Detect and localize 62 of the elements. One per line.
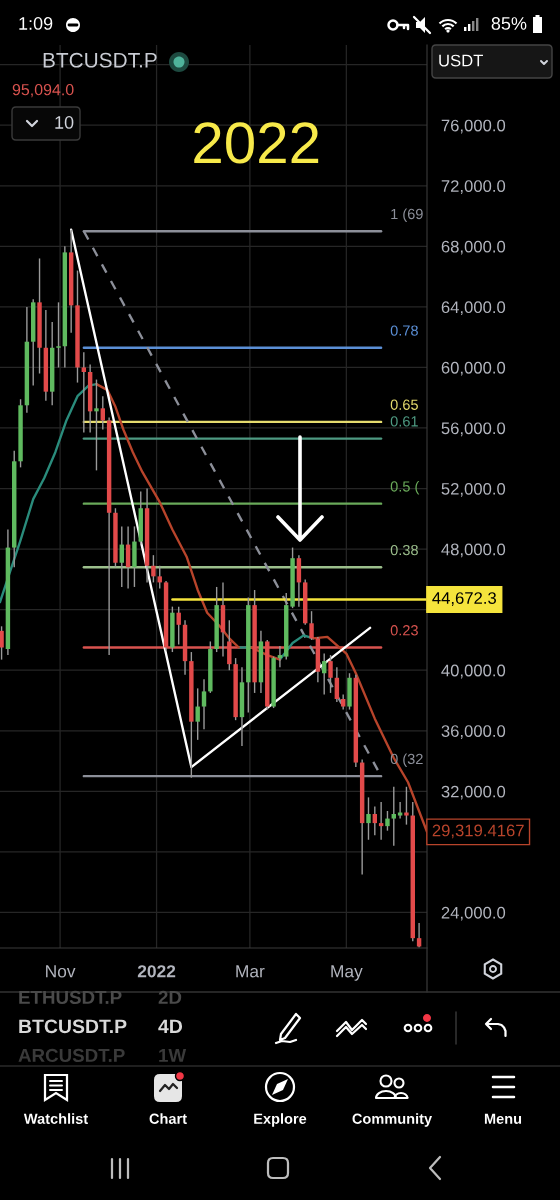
candlestick bbox=[56, 301, 61, 369]
annotation: 0.65 bbox=[390, 399, 418, 410]
candlestick bbox=[366, 796, 371, 841]
y-tick-label: 36,000.0 bbox=[441, 725, 506, 739]
candlestick bbox=[176, 605, 181, 646]
annotation: 0.61 bbox=[390, 416, 418, 427]
candlestick bbox=[328, 654, 333, 694]
candlestick bbox=[372, 805, 378, 836]
text: Chart bbox=[149, 1113, 187, 1124]
candlestick bbox=[397, 801, 403, 820]
text: Watchlist bbox=[23, 1113, 88, 1124]
x-tick-label: 2022 bbox=[137, 965, 176, 978]
candlestick bbox=[94, 378, 99, 472]
y-tick-label: 64,000.0 bbox=[441, 301, 506, 316]
y-tick-label: 24,000.0 bbox=[441, 906, 506, 921]
annotation: 10 bbox=[55, 116, 74, 129]
candlestick bbox=[378, 801, 384, 841]
text: Menu bbox=[484, 1113, 522, 1124]
y-tick-label: 56,000.0 bbox=[441, 422, 506, 437]
text: 1:09 bbox=[19, 17, 53, 30]
text: 1W bbox=[159, 1048, 187, 1062]
candlestick bbox=[195, 687, 200, 741]
x-tick-label: Nov bbox=[46, 965, 76, 978]
candlestick bbox=[81, 351, 87, 434]
text: 2022 bbox=[194, 122, 319, 164]
text: BTCUSDT.P bbox=[19, 1019, 127, 1034]
text: USDT bbox=[439, 54, 483, 67]
annotation: 0.5 ( bbox=[390, 480, 420, 495]
candlestick bbox=[151, 554, 156, 584]
y-tick-label: 72,000.0 bbox=[441, 180, 506, 194]
annotation: 0.78 bbox=[390, 325, 418, 336]
annotation: BTCUSDT.P bbox=[43, 52, 157, 68]
candlestick bbox=[119, 525, 124, 588]
candlestick bbox=[277, 645, 283, 668]
candlestick bbox=[404, 786, 409, 826]
candlestick bbox=[201, 678, 207, 730]
text: ETHUSDT.P bbox=[19, 990, 122, 1005]
text: Community bbox=[352, 1113, 433, 1127]
y-tick-label: 76,000.0 bbox=[441, 119, 506, 134]
annotation: 29,319.4167 bbox=[432, 824, 524, 839]
text: 4D bbox=[158, 1019, 183, 1034]
annotation: 95,094.0 bbox=[12, 83, 74, 98]
annotation: 44,672.3 bbox=[432, 592, 496, 606]
annotation: 0.38 bbox=[390, 544, 418, 556]
y-tick-label: 60,000.0 bbox=[441, 361, 506, 376]
text: 85% bbox=[491, 17, 527, 30]
y-tick-label: 68,000.0 bbox=[441, 240, 506, 255]
y-tick-label: 32,000.0 bbox=[441, 785, 506, 800]
text: 2D bbox=[158, 990, 182, 1004]
candlestick bbox=[0, 625, 4, 661]
text: ARCUSDT.P bbox=[18, 1048, 125, 1063]
annotation: 1 (69 bbox=[391, 208, 423, 223]
y-tick-label: 40,000.0 bbox=[441, 664, 506, 679]
candlestick bbox=[309, 610, 314, 641]
x-tick-label: May bbox=[331, 965, 363, 981]
x-tick-label: Mar bbox=[236, 965, 265, 978]
candlestick bbox=[391, 786, 396, 847]
text: Explore bbox=[254, 1113, 307, 1127]
annotation: 0.23 bbox=[390, 625, 418, 636]
candlestick bbox=[385, 810, 390, 832]
y-tick-label: 48,000.0 bbox=[441, 543, 506, 558]
y-tick-label: 52,000.0 bbox=[441, 482, 506, 497]
